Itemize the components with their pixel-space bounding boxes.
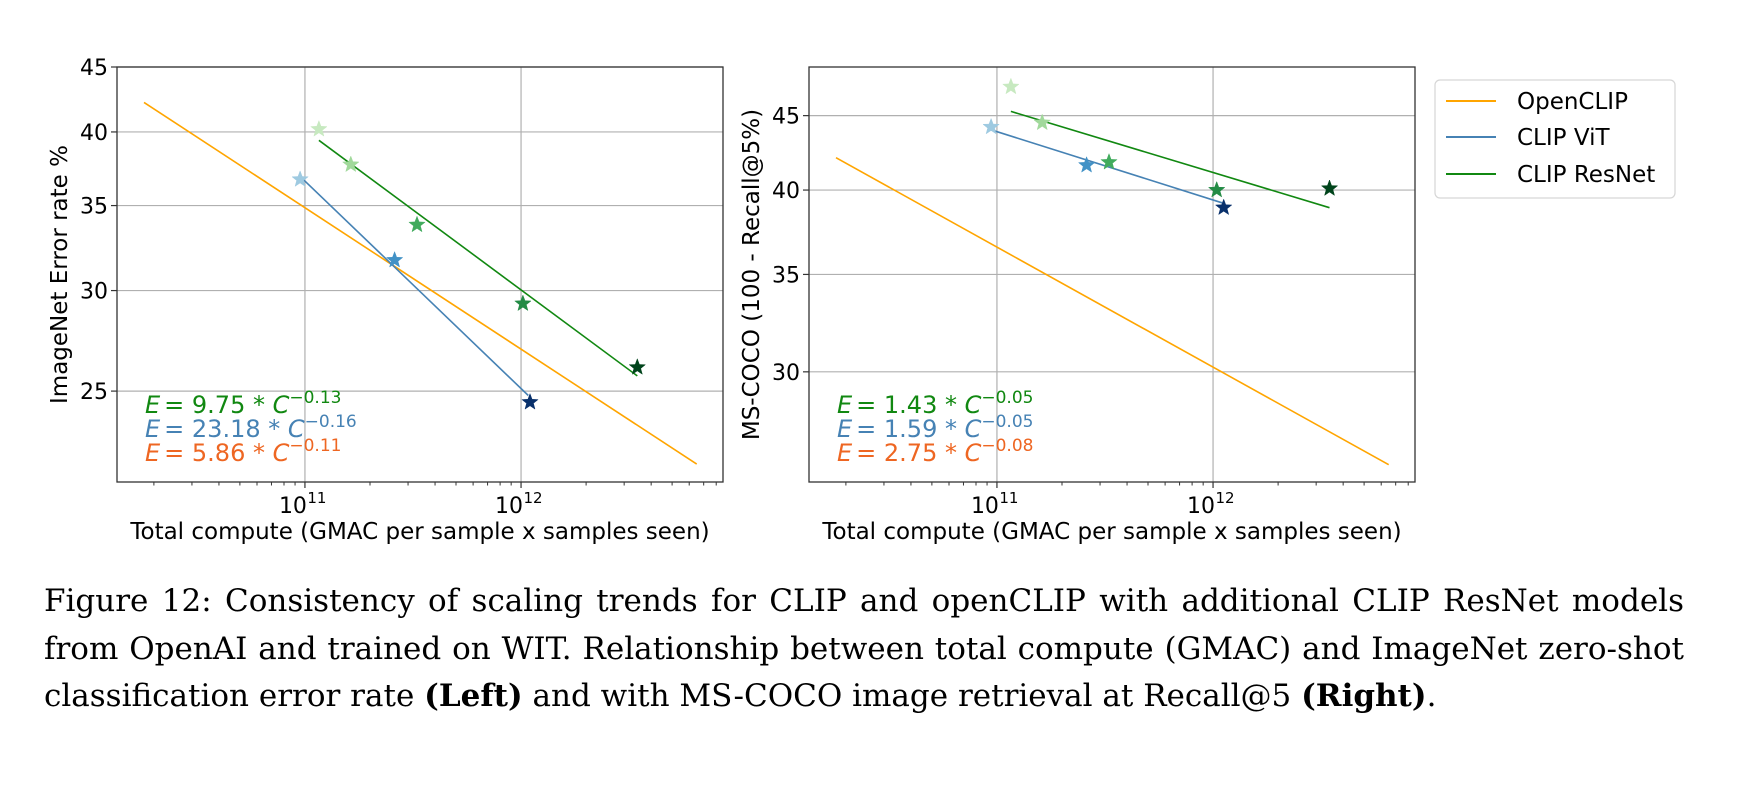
x-tick-label-base: 10 [1187,494,1215,519]
caption-suffix: . [1426,678,1437,714]
equation-exponent: −0.05 [981,388,1033,408]
fit-equation: E = 9.75 * C−0.13 [145,388,341,419]
data-point-clip-resnet [1207,180,1226,198]
data-point-clip-resnet [342,155,360,173]
equation-coefficient: = 23.18 * [164,415,288,443]
data-point-clip-resnet [514,294,532,312]
x-tick-label-base: 10 [971,494,999,519]
data-point-clip-resnet [1320,179,1339,196]
equation-lhs: E [837,391,853,419]
fit-line-clip-resnet [318,139,638,377]
y-tick-label: 25 [80,380,108,405]
equation-lhs: E [837,439,853,467]
fit-line-clip-vit [299,175,529,397]
axes-frame [808,66,1416,483]
fit-equation: E = 1.59 * C−0.05 [837,412,1033,443]
fit-line-clip-resnet [1010,110,1330,209]
x-tick-label-exponent: 12 [524,489,543,507]
fit-equation: E = 5.86 * C−0.11 [145,436,341,467]
fit-equation: E = 2.75 * C−0.08 [837,436,1033,467]
y-tick-label: 40 [80,121,108,146]
x-axis-label: Total compute (GMAC per sample x samples… [821,519,1401,545]
equation-variable: C [273,391,290,419]
caption-right-label: (Right) [1301,678,1427,714]
equation-variable: C [965,415,982,443]
data-point-clip-resnet [1100,152,1118,170]
y-tick-label: 45 [80,56,108,81]
equation-variable: C [273,439,290,467]
equation-variable: C [965,439,982,467]
fit-lines [835,77,1390,466]
legend-label-openclip: OpenCLIP [1517,89,1628,115]
y-axis-label: ImageNet Error rate % [47,145,73,404]
data-point-clip-vit [291,170,309,187]
fit-equation: E = 23.18 * C−0.16 [145,412,357,443]
data-point-clip-vit [521,392,539,410]
equation-coefficient: = 1.43 * [856,391,964,419]
caption-text-middle: and with MS-COCO image retrieval at Reca… [522,678,1302,714]
equation-exponent: −0.13 [289,388,341,408]
y-tick-label: 40 [772,179,800,204]
fit-line-openclip [835,157,1390,466]
x-tick-label-exponent: 11 [307,489,326,507]
equation-variable: C [965,391,982,419]
data-point-clip-resnet [310,119,328,137]
data-point-clip-vit [1214,198,1233,216]
legend: OpenCLIP CLIP ViT CLIP ResNet [1434,79,1676,199]
data-point-clip-resnet [1033,113,1051,131]
fit-line-openclip [143,101,698,465]
equation-coefficient: = 1.59 * [856,415,964,443]
equation-coefficient: = 2.75 * [856,439,964,467]
data-point-clip-resnet [628,358,647,375]
equation-lhs: E [145,391,161,419]
equation-exponent: −0.16 [305,412,357,432]
equation-lhs: E [145,439,161,467]
x-tick-label-exponent: 12 [1216,489,1235,507]
data-point-clip-vit [1077,156,1096,173]
fit-equation: E = 1.43 * C−0.05 [837,388,1033,419]
axes-frame [116,66,724,483]
equation-exponent: −0.11 [289,436,341,456]
y-axis-label: MS-COCO (100 - Recall@5%) [739,109,765,440]
equation-coefficient: = 5.86 * [164,439,272,467]
fit-lines [143,101,698,465]
legend-label-clip-resnet: CLIP ResNet [1517,162,1655,188]
equation-coefficient: = 9.75 * [164,391,272,419]
data-point-clip-resnet [1002,77,1020,95]
equation-exponent: −0.08 [981,436,1033,456]
y-tick-label: 30 [80,280,108,305]
legend-label-clip-vit: CLIP ViT [1517,125,1610,151]
data-point-clip-vit [982,117,1000,135]
caption-left-label: (Left) [424,678,523,714]
equation-variable: C [288,415,305,443]
x-tick-label-base: 10 [495,494,523,519]
y-tick-label: 30 [772,361,800,386]
equation-lhs: E [145,415,161,443]
y-tick-label: 35 [772,263,800,288]
x-axis-label: Total compute (GMAC per sample x samples… [129,519,709,545]
x-tick-label-exponent: 11 [999,489,1018,507]
figure-caption: Figure 12: Consistency of scaling trends… [44,578,1684,721]
caption-text: Figure 12: Consistency of scaling trends… [44,583,1684,714]
equation-exponent: −0.05 [981,412,1033,432]
y-tick-label: 35 [80,195,108,220]
equation-lhs: E [837,415,853,443]
data-point-clip-vit [385,250,404,268]
legend-frame [1434,79,1676,199]
y-tick-label: 45 [772,105,800,130]
x-tick-label-base: 10 [279,494,307,519]
data-point-clip-resnet [408,215,426,233]
